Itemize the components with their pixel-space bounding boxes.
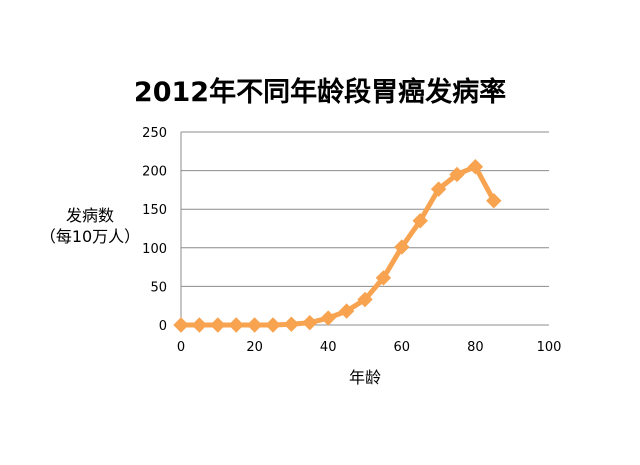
x-tick-label: 20 bbox=[246, 340, 263, 355]
data-point-marker bbox=[302, 314, 318, 331]
data-point-marker bbox=[338, 303, 355, 319]
y-axis-label-line1: 发病数 bbox=[65, 206, 114, 225]
data-point-marker bbox=[394, 239, 410, 255]
y-tick-label: 200 bbox=[142, 165, 167, 180]
y-tick-label: 50 bbox=[150, 280, 167, 295]
data-point-marker bbox=[265, 317, 281, 333]
data-point-marker bbox=[449, 166, 465, 183]
x-tick-label: 0 bbox=[177, 340, 185, 355]
data-point-marker bbox=[467, 159, 484, 175]
x-axis-label: 年龄 bbox=[349, 368, 381, 387]
y-tick-label: 0 bbox=[159, 319, 167, 334]
data-point-marker bbox=[191, 317, 208, 333]
y-tick-label: 250 bbox=[142, 126, 167, 141]
data-point-marker bbox=[283, 316, 300, 332]
series-layer bbox=[173, 159, 502, 333]
data-point-marker bbox=[173, 317, 189, 333]
data-point-marker bbox=[412, 213, 428, 229]
data-point-marker bbox=[430, 181, 447, 197]
y-tick-label: 100 bbox=[142, 242, 167, 257]
data-point-marker bbox=[246, 317, 263, 333]
chart-title: 2012年不同年龄段胃癌发病率 bbox=[133, 77, 507, 108]
data-point-marker bbox=[320, 310, 336, 326]
y-tick-label: 150 bbox=[142, 203, 167, 218]
data-point-marker bbox=[210, 317, 226, 333]
data-point-marker bbox=[375, 270, 392, 286]
x-tick-label: 40 bbox=[320, 340, 337, 355]
tick-label-layer: 0 50 100 150 200 250 0 20 40 60 80 100 bbox=[142, 126, 561, 355]
y-axis-label-line2: （每10万人） bbox=[39, 227, 141, 246]
x-tick-label: 100 bbox=[537, 340, 562, 355]
data-point-marker bbox=[486, 193, 502, 209]
data-point-marker bbox=[357, 291, 373, 308]
x-tick-label: 60 bbox=[394, 340, 411, 355]
y-axis-label: 发病数 （每10万人） bbox=[30, 205, 150, 247]
series-line bbox=[178, 164, 497, 328]
x-tick-label: 80 bbox=[467, 340, 484, 355]
data-point-marker bbox=[228, 317, 244, 333]
